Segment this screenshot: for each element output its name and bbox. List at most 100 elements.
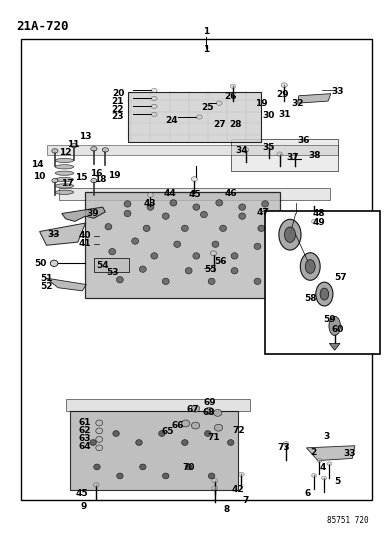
Ellipse shape xyxy=(151,96,157,101)
Text: 62: 62 xyxy=(79,426,91,435)
Ellipse shape xyxy=(96,437,103,442)
Text: 22: 22 xyxy=(112,104,124,114)
Polygon shape xyxy=(59,188,330,200)
Ellipse shape xyxy=(124,211,131,216)
Ellipse shape xyxy=(147,204,154,211)
Ellipse shape xyxy=(258,225,265,231)
Text: 5: 5 xyxy=(335,477,341,486)
Text: 39: 39 xyxy=(86,209,99,218)
Polygon shape xyxy=(66,399,250,411)
Ellipse shape xyxy=(214,424,223,431)
Text: 18: 18 xyxy=(94,174,106,183)
Text: 33: 33 xyxy=(47,230,60,239)
Ellipse shape xyxy=(136,440,142,446)
Text: 13: 13 xyxy=(79,132,92,141)
Ellipse shape xyxy=(239,213,246,219)
Ellipse shape xyxy=(55,165,74,169)
Ellipse shape xyxy=(208,278,215,285)
Text: 8: 8 xyxy=(224,505,230,514)
Text: 73: 73 xyxy=(277,443,290,453)
Text: 36: 36 xyxy=(297,136,310,145)
Ellipse shape xyxy=(55,177,74,182)
Bar xyxy=(127,92,261,142)
Text: 30: 30 xyxy=(262,111,275,120)
Ellipse shape xyxy=(230,84,236,88)
Ellipse shape xyxy=(182,440,188,446)
Text: 21A-720: 21A-720 xyxy=(17,20,69,33)
Ellipse shape xyxy=(317,459,322,463)
Text: 43: 43 xyxy=(143,199,156,208)
Ellipse shape xyxy=(174,241,181,247)
Ellipse shape xyxy=(91,179,97,183)
Ellipse shape xyxy=(181,420,190,427)
Ellipse shape xyxy=(91,147,97,151)
Text: 42: 42 xyxy=(231,484,244,494)
Ellipse shape xyxy=(52,179,58,183)
Text: 19: 19 xyxy=(255,99,268,108)
Ellipse shape xyxy=(228,440,234,446)
Text: 35: 35 xyxy=(263,143,275,152)
Text: 24: 24 xyxy=(165,116,178,125)
Ellipse shape xyxy=(96,420,103,426)
Ellipse shape xyxy=(116,277,123,283)
Text: 11: 11 xyxy=(67,140,79,149)
Text: 54: 54 xyxy=(96,261,109,270)
Ellipse shape xyxy=(214,409,222,416)
Text: 17: 17 xyxy=(61,179,74,188)
Polygon shape xyxy=(62,207,105,221)
Ellipse shape xyxy=(285,227,296,243)
Ellipse shape xyxy=(185,268,192,274)
Ellipse shape xyxy=(266,144,272,149)
Ellipse shape xyxy=(254,278,261,285)
Ellipse shape xyxy=(191,405,200,412)
Ellipse shape xyxy=(193,253,200,259)
Ellipse shape xyxy=(321,476,326,480)
Ellipse shape xyxy=(191,422,200,429)
Ellipse shape xyxy=(212,479,218,483)
Ellipse shape xyxy=(216,101,222,106)
Text: 2: 2 xyxy=(310,448,316,457)
Ellipse shape xyxy=(55,158,74,163)
Ellipse shape xyxy=(117,473,123,479)
Text: 45: 45 xyxy=(75,489,88,498)
Ellipse shape xyxy=(201,212,208,217)
Polygon shape xyxy=(70,411,238,490)
Ellipse shape xyxy=(162,473,169,479)
Ellipse shape xyxy=(216,200,223,206)
Text: 41: 41 xyxy=(79,239,91,248)
Text: 28: 28 xyxy=(229,120,241,129)
Text: 46: 46 xyxy=(224,189,237,198)
Text: 9: 9 xyxy=(80,502,87,511)
Bar xyxy=(94,258,129,272)
Ellipse shape xyxy=(147,192,153,197)
Ellipse shape xyxy=(193,204,200,211)
Ellipse shape xyxy=(162,278,169,285)
Ellipse shape xyxy=(281,83,287,87)
Ellipse shape xyxy=(205,407,214,414)
Text: 85751 720: 85751 720 xyxy=(327,516,368,525)
Ellipse shape xyxy=(139,464,146,470)
Polygon shape xyxy=(47,278,86,291)
Text: 60: 60 xyxy=(331,325,344,334)
Text: 67: 67 xyxy=(186,405,199,414)
Polygon shape xyxy=(231,139,338,171)
Ellipse shape xyxy=(109,248,115,255)
Text: 38: 38 xyxy=(308,151,321,160)
Ellipse shape xyxy=(90,440,96,446)
Text: 49: 49 xyxy=(312,218,325,227)
Text: 14: 14 xyxy=(32,160,44,168)
Ellipse shape xyxy=(139,266,146,272)
Text: 50: 50 xyxy=(34,260,47,268)
Text: 37: 37 xyxy=(286,153,299,162)
Ellipse shape xyxy=(279,219,301,250)
Ellipse shape xyxy=(300,253,320,280)
Ellipse shape xyxy=(219,225,226,231)
Text: 53: 53 xyxy=(106,268,119,277)
Text: 20: 20 xyxy=(112,88,124,98)
Text: 23: 23 xyxy=(112,112,124,122)
Polygon shape xyxy=(85,192,280,298)
Ellipse shape xyxy=(55,190,74,195)
Text: 57: 57 xyxy=(335,272,347,281)
Text: 52: 52 xyxy=(40,282,53,291)
Text: 44: 44 xyxy=(163,189,176,198)
